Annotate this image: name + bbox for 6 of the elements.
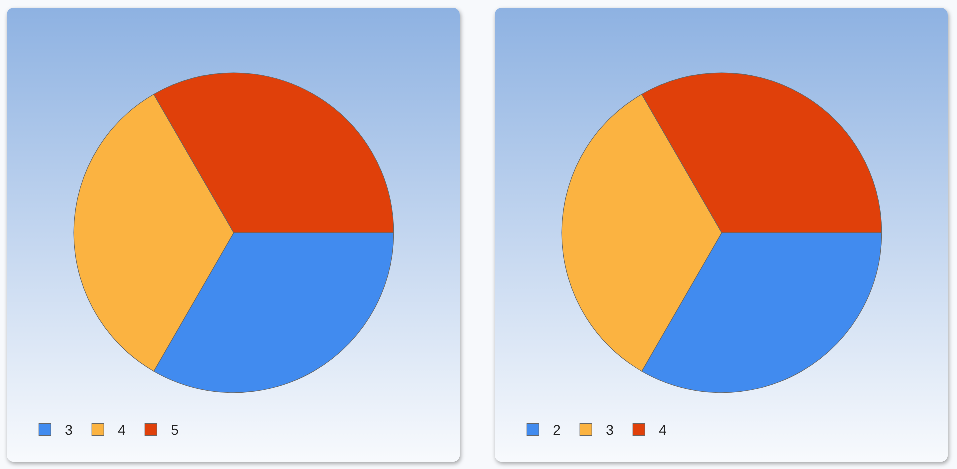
legend-label: 4 <box>118 422 126 438</box>
legend-label: 2 <box>553 422 562 438</box>
legend-label: 5 <box>171 422 180 438</box>
legend-label: 3 <box>606 422 614 438</box>
legend-label: 4 <box>659 422 668 438</box>
legend-label: 3 <box>65 422 74 438</box>
